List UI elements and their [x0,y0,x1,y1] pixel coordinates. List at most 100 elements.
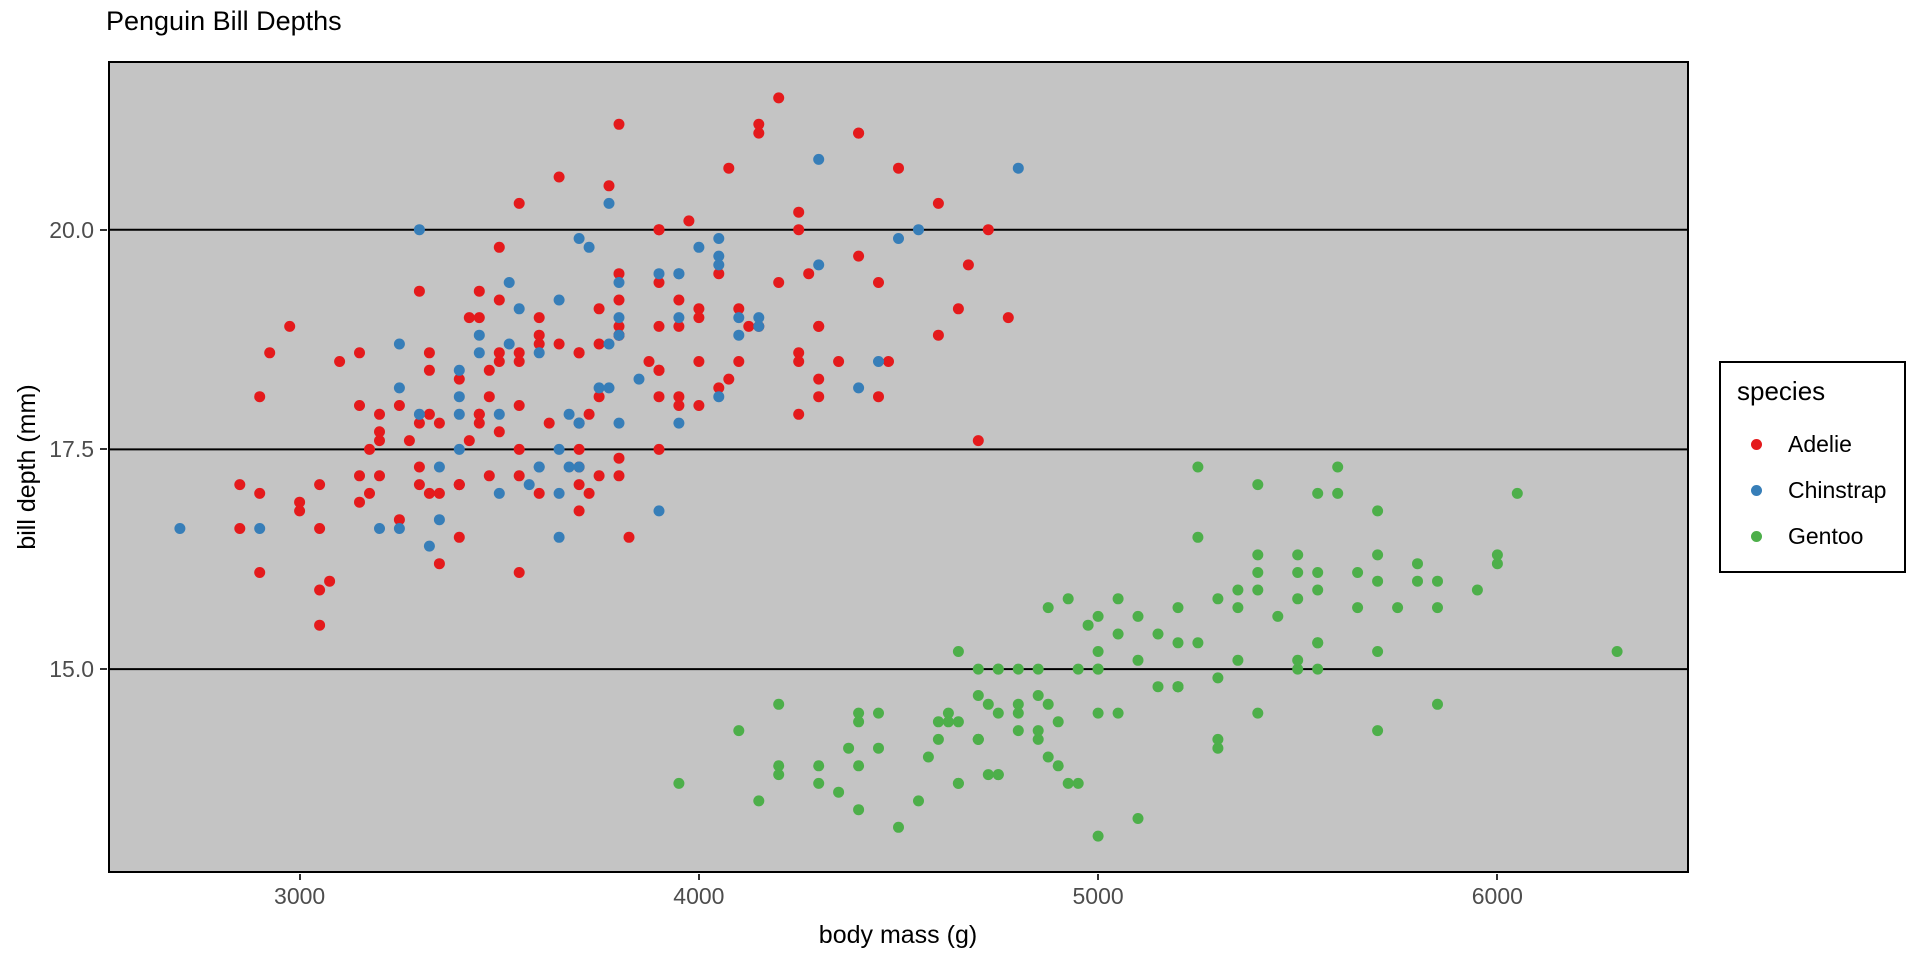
data-point-adelie [314,523,326,534]
data-point-adelie [773,277,785,288]
data-point-chinstrap [633,373,645,385]
data-point-adelie [623,531,635,543]
data-point-chinstrap [493,487,505,499]
data-point-adelie [693,303,705,315]
legend-item-adelie: Adelie [1721,428,1852,460]
data-point-gentoo [982,769,994,781]
data-point-adelie [393,400,405,411]
data-point-adelie [613,452,625,464]
data-point-gentoo [1372,646,1384,657]
data-point-adelie [793,224,805,236]
data-point-adelie [873,391,884,403]
data-point-chinstrap [613,417,625,429]
data-point-chinstrap [393,338,405,350]
data-point-gentoo [1092,646,1104,657]
data-point-adelie [473,285,485,297]
data-point-adelie [493,241,505,253]
data-point-adelie [853,127,865,139]
x-tick-mark [1097,874,1100,880]
data-point-chinstrap [533,461,545,473]
data-point-gentoo [1192,637,1204,649]
x-axis-title: body mass (g) [818,921,978,949]
data-point-adelie [803,268,815,280]
data-point-gentoo [1092,663,1104,675]
data-point-chinstrap [413,408,425,420]
data-point-adelie [593,338,605,350]
data-point-chinstrap [603,382,615,394]
data-point-adelie [483,391,495,403]
data-point-adelie [883,356,894,367]
data-point-adelie [374,426,385,438]
data-point-gentoo [952,777,964,789]
data-point-gentoo [1132,610,1144,622]
data-point-gentoo [1152,628,1164,640]
data-point-adelie [234,479,246,491]
data-point-adelie [893,162,904,174]
x-tick-label-4000: 4000 [673,883,725,909]
data-point-adelie [813,320,825,332]
data-point-gentoo [1042,602,1054,614]
data-point-adelie [364,487,375,499]
data-point-gentoo [1032,725,1044,737]
data-point-adelie [334,356,346,367]
data-point-adelie [423,364,435,376]
data-point-adelie [793,206,805,218]
data-point-gentoo [1312,567,1324,578]
data-point-gentoo [992,769,1004,781]
data-point-chinstrap [753,320,765,332]
data-point-chinstrap [1012,162,1024,174]
data-point-adelie [653,364,665,376]
legend-title: species [1737,376,1826,406]
data-point-adelie [374,470,385,482]
data-point-chinstrap [813,153,825,165]
data-point-chinstrap [713,233,725,244]
data-point-adelie [403,435,415,447]
data-point-chinstrap [503,338,515,350]
data-point-adelie [533,329,545,341]
data-point-adelie [463,312,475,324]
data-point-chinstrap [563,408,575,420]
data-point-gentoo [853,716,865,728]
data-point-gentoo [773,760,785,772]
data-point-gentoo [853,804,865,816]
data-point-gentoo [1012,663,1024,675]
data-point-adelie [393,514,405,526]
data-point-adelie [713,382,725,394]
data-point-adelie [932,197,944,209]
data-point-gentoo [1032,663,1044,675]
data-point-chinstrap [493,408,505,420]
data-point-gentoo [1012,698,1024,710]
data-point-gentoo [843,742,855,754]
data-point-gentoo [942,716,954,728]
data-point-adelie [354,496,365,508]
data-point-adelie [753,118,765,130]
data-point-adelie [264,347,276,359]
data-point-adelie [374,408,385,420]
data-point-adelie [354,400,365,411]
data-point-gentoo [1152,681,1164,693]
data-point-adelie [573,505,585,517]
data-point-gentoo [1432,602,1443,614]
panel-border [108,61,1689,873]
data-point-gentoo [813,760,825,772]
data-point-adelie [453,531,465,543]
legend-dot-chinstrap [1751,484,1762,496]
data-point-chinstrap [613,277,625,288]
data-point-gentoo [1312,637,1324,649]
data-point-gentoo [1192,461,1204,473]
data-point-chinstrap [254,523,266,534]
data-point-adelie [693,312,705,324]
data-point-chinstrap [393,523,405,534]
data-point-chinstrap [693,241,705,253]
data-point-gentoo [1092,610,1104,622]
data-point-adelie [453,479,465,491]
data-point-chinstrap [613,329,625,341]
data-point-gentoo [1012,707,1024,719]
data-point-gentoo [1252,584,1264,596]
data-point-adelie [473,312,485,324]
data-point-gentoo [1072,777,1084,789]
data-point-adelie [433,417,445,429]
data-point-adelie [613,320,625,332]
data-point-gentoo [1232,654,1244,666]
data-point-gentoo [893,821,904,833]
